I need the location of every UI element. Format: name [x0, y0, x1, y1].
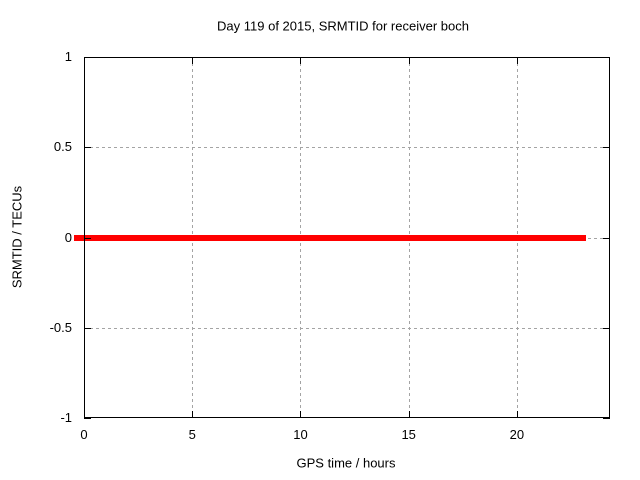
- grid-line-horizontal: [84, 327, 610, 329]
- y-tick-mark-left: [84, 147, 91, 149]
- chart-title: Day 119 of 2015, SRMTID for receiver boc…: [217, 18, 469, 34]
- x-tick-mark-top: [516, 57, 518, 64]
- x-tick-mark-bottom: [408, 411, 410, 418]
- plot-area: [74, 57, 610, 419]
- y-tick-mark-right: [603, 237, 610, 239]
- grid-line-horizontal: [84, 147, 610, 149]
- x-tick-mark-bottom: [84, 411, 85, 418]
- y-tick-mark-right: [603, 147, 610, 149]
- y-tick-mark-right: [603, 418, 610, 419]
- y-tick-mark-right: [603, 57, 610, 58]
- y-tick-label: 0.5: [53, 139, 72, 155]
- x-tick-label: 15: [401, 427, 416, 442]
- y-tick-mark-left: [84, 327, 91, 329]
- x-tick-mark-top: [84, 57, 85, 64]
- y-tick-label: 1: [64, 49, 72, 64]
- y-tick-label: -1: [60, 410, 72, 425]
- x-tick-label: 0: [80, 427, 88, 442]
- x-tick-mark-bottom: [300, 411, 302, 418]
- data-series-line: [74, 234, 587, 241]
- y-tick-mark-left: [84, 418, 91, 419]
- x-axis-label: GPS time / hours: [296, 455, 396, 471]
- x-tick-mark-top: [300, 57, 302, 64]
- x-tick-label: 20: [509, 427, 525, 442]
- x-tick-mark-top: [408, 57, 410, 64]
- y-tick-label: 0: [64, 229, 72, 245]
- y-tick-mark-right: [603, 327, 610, 329]
- x-tick-label: 10: [293, 427, 308, 442]
- y-tick-label: -0.5: [49, 319, 72, 335]
- x-tick-mark-bottom: [192, 411, 194, 418]
- y-tick-mark-left: [84, 57, 91, 58]
- x-tick-mark-top: [192, 57, 194, 64]
- y-tick-mark-left: [84, 237, 91, 239]
- x-tick-mark-bottom: [516, 411, 518, 418]
- x-tick-label: 5: [188, 427, 196, 442]
